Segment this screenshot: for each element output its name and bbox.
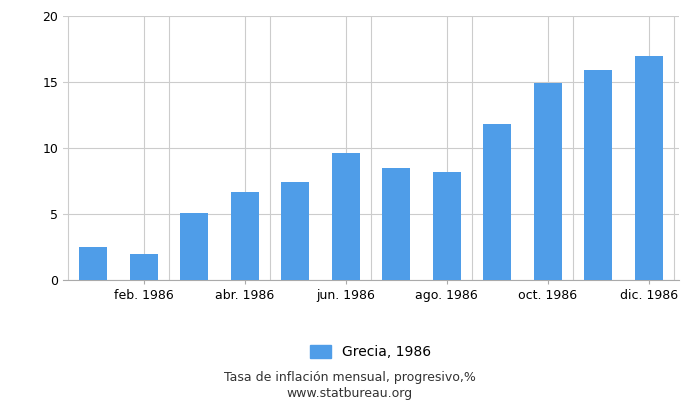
Bar	[382, 168, 410, 280]
Bar	[130, 254, 158, 280]
Legend: Grecia, 1986: Grecia, 1986	[305, 340, 437, 365]
Text: Tasa de inflación mensual, progresivo,%: Tasa de inflación mensual, progresivo,%	[224, 372, 476, 384]
Bar	[181, 213, 208, 280]
Bar	[433, 172, 461, 280]
Bar	[79, 247, 107, 280]
Bar	[584, 70, 612, 280]
Bar	[483, 124, 511, 280]
Bar	[635, 56, 663, 280]
Bar	[332, 153, 360, 280]
Bar	[231, 192, 259, 280]
Text: www.statbureau.org: www.statbureau.org	[287, 388, 413, 400]
Bar	[534, 83, 561, 280]
Bar	[281, 182, 309, 280]
